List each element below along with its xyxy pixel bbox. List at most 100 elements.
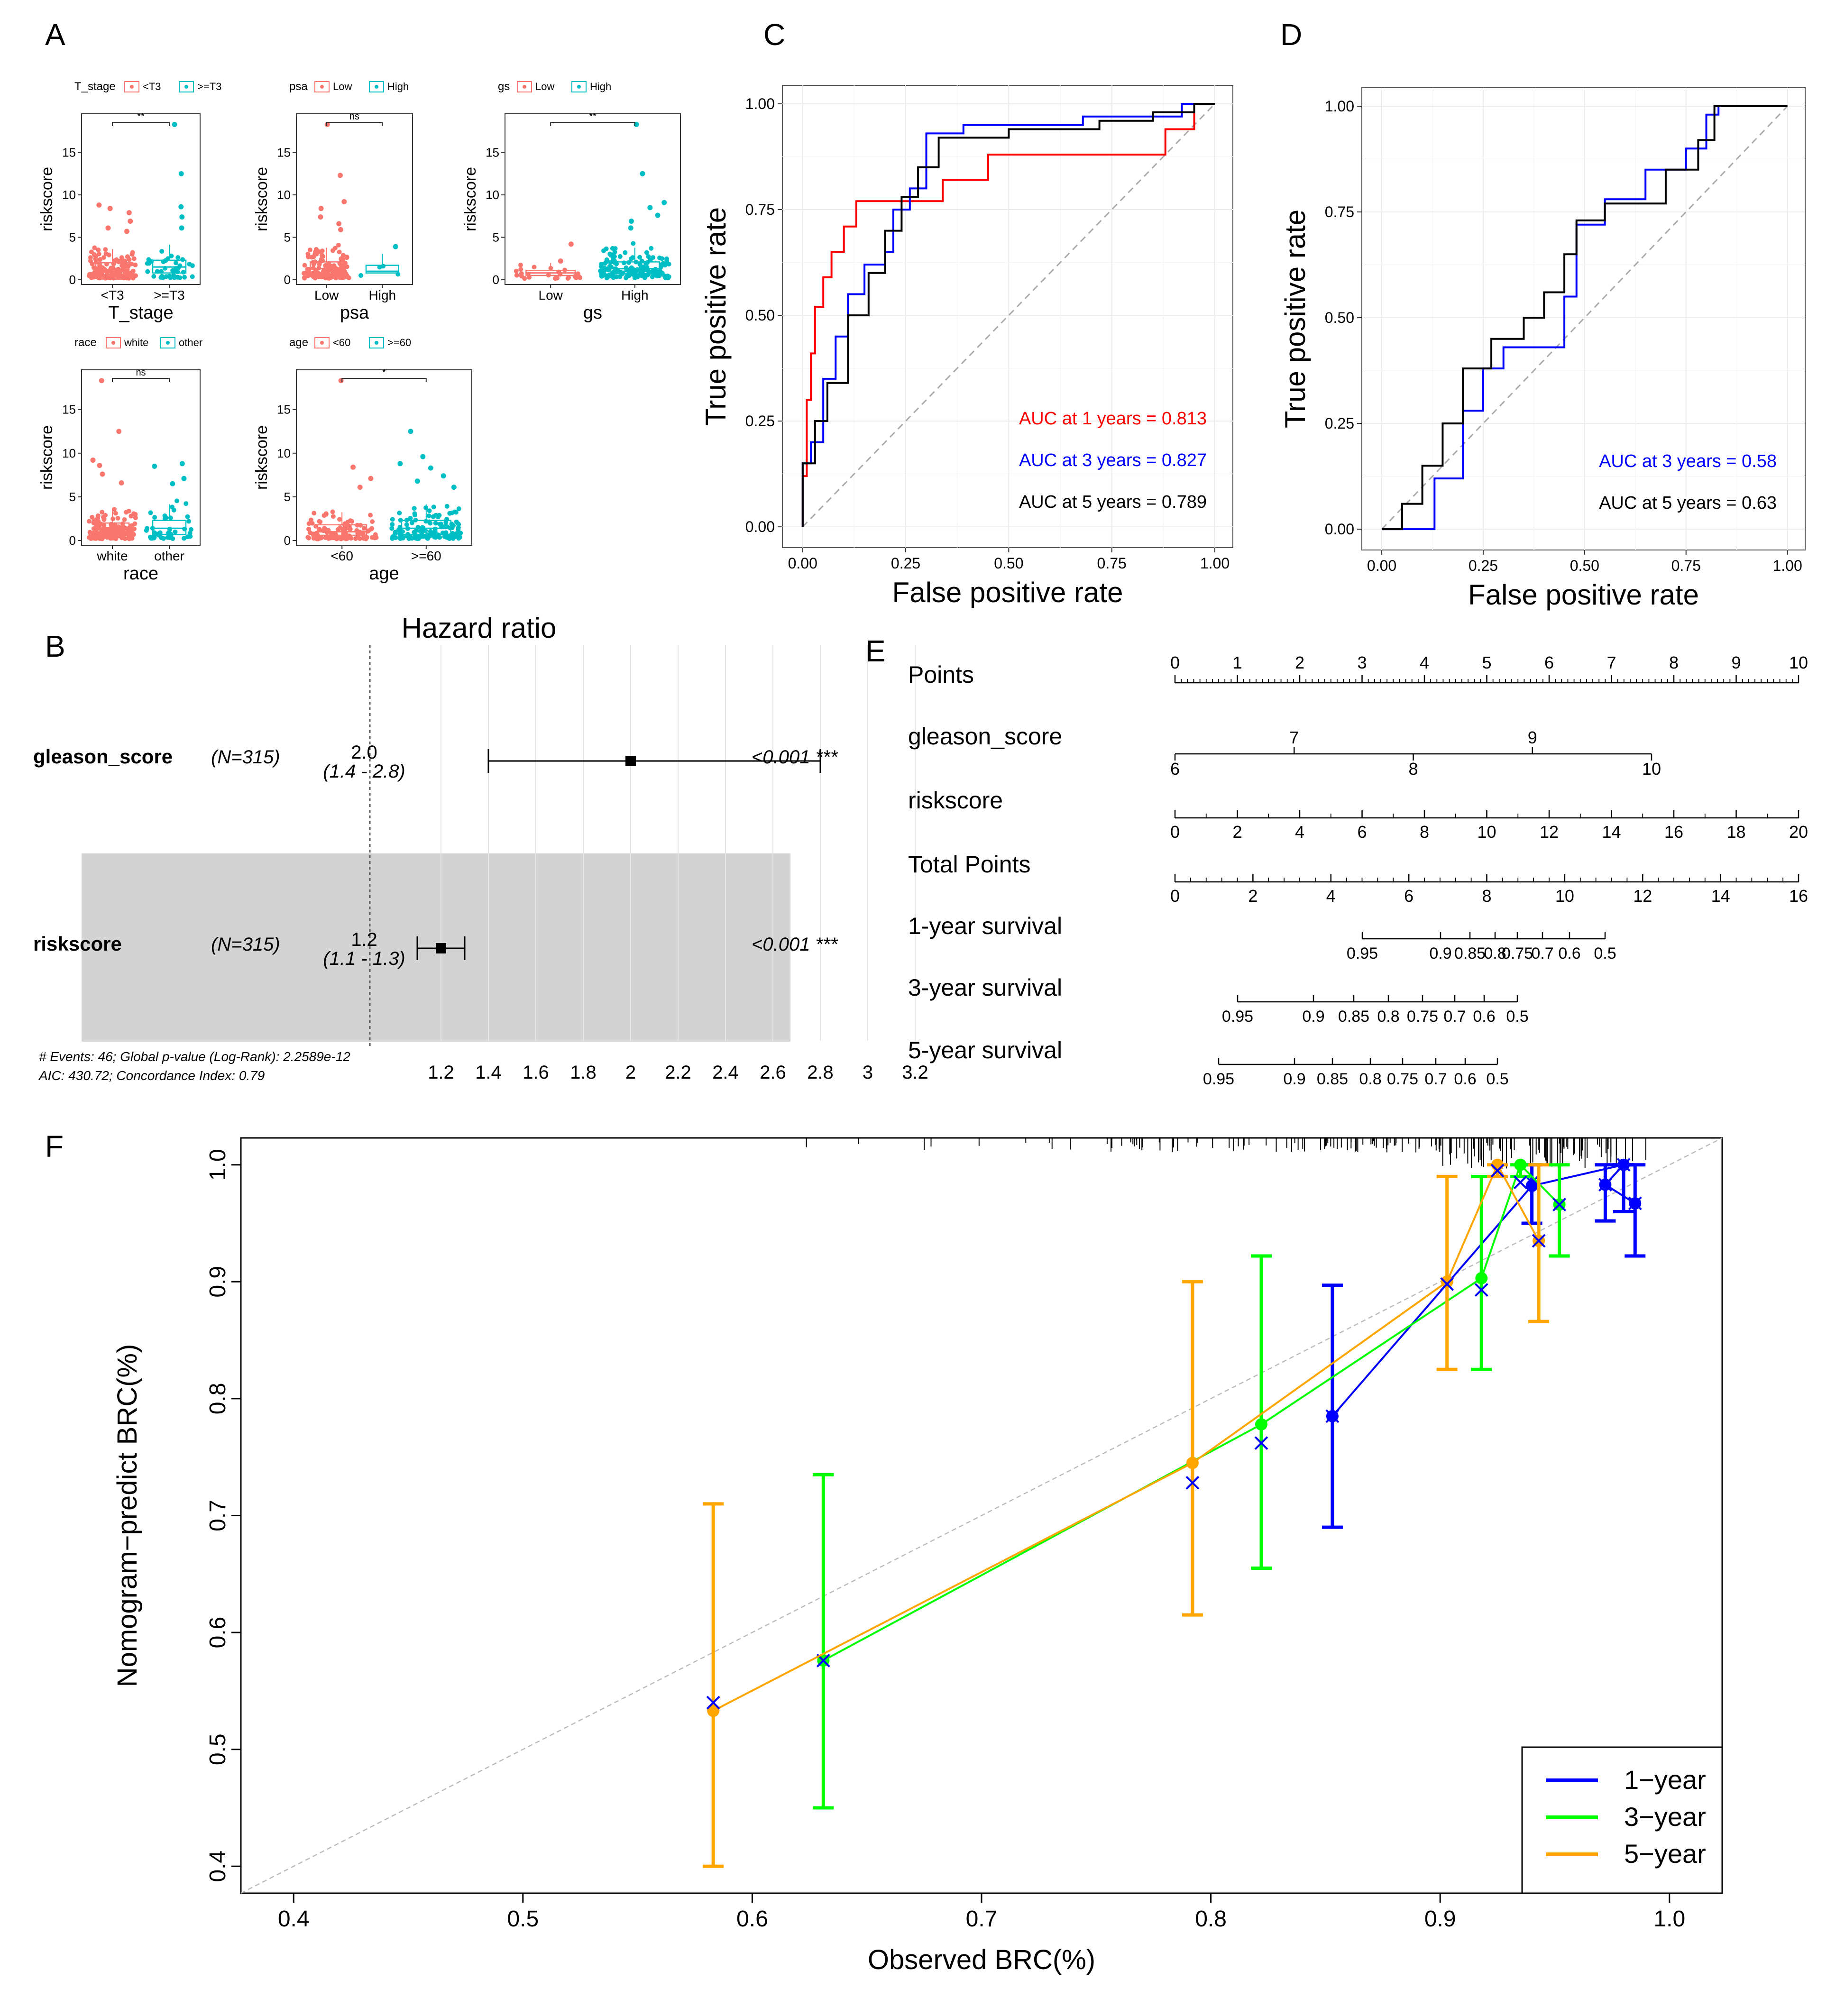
y-tick-label: 0.25 <box>1325 415 1354 432</box>
riskscore-tick-label: 16 <box>1664 822 1683 842</box>
jitter-point <box>122 517 127 522</box>
x-tick-label: 1.00 <box>1772 557 1802 574</box>
jitter-point <box>418 529 423 534</box>
box <box>152 520 187 535</box>
legend-label: <60 <box>333 337 350 348</box>
jitter-point <box>343 536 349 541</box>
points-tick-label: 7 <box>1606 653 1616 672</box>
jitter-point <box>377 265 382 270</box>
legend-title: age <box>289 336 308 349</box>
forest-tick-label: 2 <box>625 1062 636 1083</box>
jitter-point <box>654 269 660 275</box>
legend-key-dot <box>184 85 188 89</box>
nomogram-row-label: Total Points <box>908 851 1030 878</box>
survival-tick-label: 0.9 <box>1302 1008 1324 1026</box>
calibration-point <box>1255 1418 1267 1431</box>
jitter-point <box>408 515 413 521</box>
jitter-point <box>657 273 662 278</box>
jitter-point <box>437 522 442 527</box>
jitter-point <box>624 265 629 270</box>
bias-corrected-mark <box>1254 1436 1268 1450</box>
jitter-point <box>518 262 523 267</box>
survival-tick-label: 0.6 <box>1558 944 1580 962</box>
jitter-point <box>103 251 109 257</box>
nomogram-row-label: 3-year survival <box>908 974 1062 1001</box>
boxplot-frame <box>296 369 472 546</box>
jitter-point <box>184 501 189 506</box>
points-tick-label: 0 <box>1170 653 1180 672</box>
legend-label: 5−year <box>1624 1839 1706 1869</box>
jitter-point <box>368 513 373 518</box>
outlier-point <box>179 225 184 231</box>
jitter-point <box>397 511 402 516</box>
calibration-point <box>1491 1158 1504 1171</box>
x-axis-label: Observed BRC(%) <box>868 1944 1095 1975</box>
jitter-point <box>87 519 92 524</box>
total-tick-label: 14 <box>1711 886 1730 906</box>
box <box>95 522 130 536</box>
jitter-point <box>171 507 176 513</box>
auc-label-1: AUC at 3 years = 0.827 <box>1019 450 1207 470</box>
jitter-point <box>90 514 95 520</box>
jitter-point <box>514 268 519 274</box>
jitter-point <box>129 523 135 528</box>
roc-curve-0 <box>801 103 1215 527</box>
jitter-point <box>339 256 344 261</box>
jitter-point <box>305 254 311 259</box>
jitter-point <box>610 246 615 251</box>
jitter-point <box>433 521 438 526</box>
points-tick-label: 9 <box>1731 653 1741 672</box>
jitter-point <box>321 513 327 518</box>
outlier-point <box>408 429 413 434</box>
y-tick-label: 5 <box>69 230 76 245</box>
total-tick-label: 6 <box>1404 886 1414 906</box>
jitter-point <box>330 514 336 519</box>
jitter-point <box>113 535 119 541</box>
points-tick-label: 5 <box>1482 653 1491 672</box>
legend-label: High <box>590 81 611 92</box>
jitter-point <box>188 527 193 532</box>
survival-tick-label: 0.95 <box>1222 1008 1253 1026</box>
forest-ci-gleason: (1.4 - 2.8) <box>323 761 405 782</box>
jitter-point <box>358 273 363 278</box>
jitter-point <box>344 273 349 278</box>
jitter-point <box>103 247 108 252</box>
jitter-point <box>113 511 118 516</box>
legend-key-dot <box>375 85 378 89</box>
jitter-point <box>634 268 639 274</box>
jitter-point <box>152 515 157 520</box>
jitter-point <box>617 254 623 259</box>
legend-label: <T3 <box>143 81 161 92</box>
panel-c-roc: 0.00 0.25 0.50 0.75 1.00 0.00 0.25 0.50 0.75 1.00… <box>700 85 1233 608</box>
y-tick-label: 0 <box>69 273 76 287</box>
survival-tick-label: 0.75 <box>1502 944 1533 962</box>
jitter-point <box>390 522 395 527</box>
y-tick-label: 10 <box>62 188 76 202</box>
total-tick-label: 2 <box>1248 886 1258 906</box>
bias-corrected-mark <box>1474 1283 1488 1297</box>
outlier-point <box>397 461 403 467</box>
jitter-point <box>444 504 450 509</box>
total-tick-label: 8 <box>1482 886 1491 906</box>
x-tick-label: 1.0 <box>1653 1906 1685 1932</box>
calibration-point <box>1186 1457 1199 1469</box>
y-tick-label: 0 <box>69 533 76 548</box>
boxplot-gs: gs Low High riskscore 0 5 10 15 Low High ** gs <box>461 80 681 323</box>
jitter-point <box>185 514 190 519</box>
x-axis-label: T_stage <box>108 303 173 323</box>
forest-tick-label: 1.8 <box>570 1062 597 1083</box>
x-tick-label: white <box>96 549 128 563</box>
y-tick-label: 10 <box>486 188 499 202</box>
jitter-point <box>456 506 461 512</box>
jitter-point <box>431 504 436 510</box>
jitter-point <box>427 508 432 513</box>
y-axis-label: riskscore <box>38 167 56 231</box>
jitter-point <box>186 519 192 524</box>
jitter-point <box>527 275 532 280</box>
box <box>609 261 660 275</box>
legend-key-dot <box>130 85 134 89</box>
y-tick-label: 5 <box>284 230 291 245</box>
